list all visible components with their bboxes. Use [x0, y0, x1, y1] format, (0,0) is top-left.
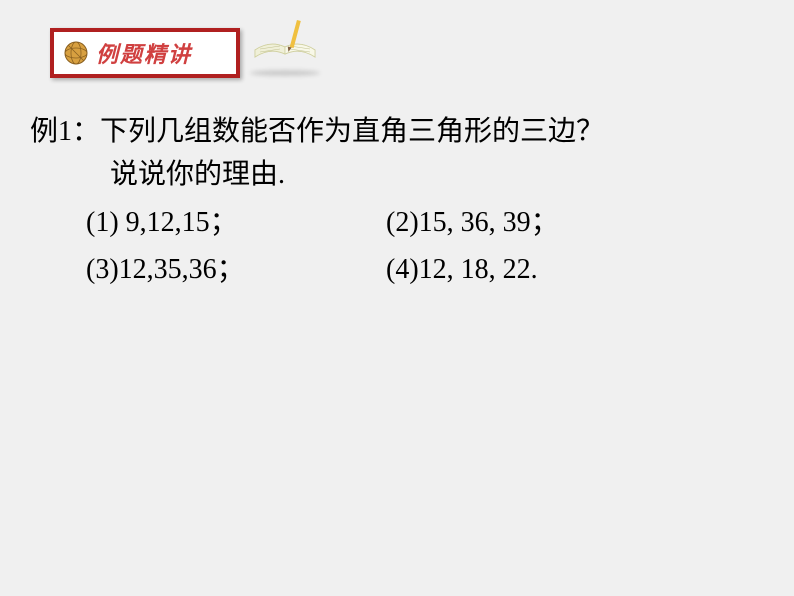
header-box: 例题精讲: [50, 28, 240, 78]
globe-icon: [62, 39, 90, 67]
header-title: 例题精讲: [96, 37, 192, 69]
example-line1: 例1：下列几组数能否作为直角三角形的三边？: [30, 110, 764, 153]
item-row: (3)12,35,36； (4)12, 18, 22.: [86, 248, 764, 291]
item-2: (2)15, 36, 39；: [386, 201, 559, 244]
book-shadow: [250, 70, 320, 76]
content-block: 例1：下列几组数能否作为直角三角形的三边？ 说说你的理由. (1) 9,12,1…: [30, 110, 764, 292]
item-1: (1) 9,12,15；: [86, 201, 386, 244]
item-4: (4)12, 18, 22.: [386, 248, 538, 291]
item-3: (3)12,35,36；: [86, 248, 386, 291]
example-line2: 说说你的理由.: [110, 153, 764, 196]
book-icon: [250, 15, 320, 70]
item-row: (1) 9,12,15； (2)15, 36, 39；: [86, 201, 764, 244]
